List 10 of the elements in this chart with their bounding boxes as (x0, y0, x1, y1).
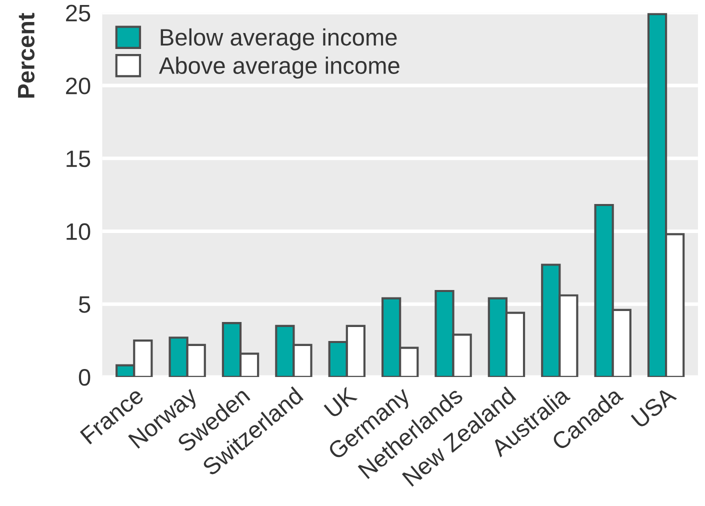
y-tick-label: 15 (66, 150, 90, 168)
y-tick-label: 5 (78, 296, 90, 313)
y-tick-label: 25 (66, 4, 90, 22)
y-tick-label: 0 (78, 369, 90, 386)
y-tick-label: 20 (66, 78, 90, 94)
legend-label: Below average income (160, 28, 397, 50)
y-axis-title: Percent (18, 12, 35, 98)
x-tick-label: USA (630, 386, 678, 429)
legend-label: Above average income (158, 56, 400, 79)
y-tick-label: 10 (66, 223, 90, 240)
